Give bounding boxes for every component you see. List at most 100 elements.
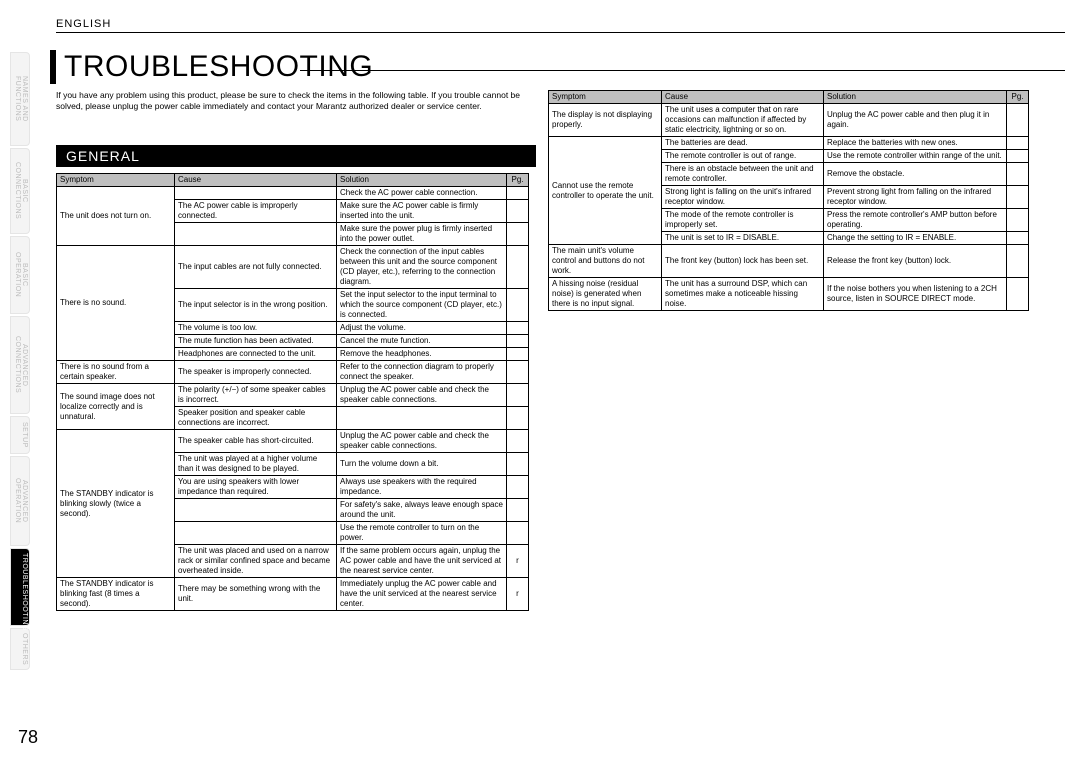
solution-cell: Check the AC power cable connection. <box>337 187 507 200</box>
page-cell <box>1007 209 1029 232</box>
col-header: Pg. <box>507 174 529 187</box>
solution-cell: Unplug the AC power cable and check the … <box>337 384 507 407</box>
page-cell <box>1007 186 1029 209</box>
solution-cell: Adjust the volume. <box>337 322 507 335</box>
page-number: 78 <box>18 727 38 748</box>
solution-cell: Unplug the AC power cable and then plug … <box>824 104 1007 137</box>
nav-tab[interactable]: OTHERS <box>10 628 30 670</box>
cause-cell: The mute function has been activated. <box>175 335 337 348</box>
table-row: Cannot use the remote controller to oper… <box>549 137 1029 150</box>
solution-cell: Check the connection of the input cables… <box>337 246 507 289</box>
page-cell <box>507 522 529 545</box>
solution-cell: Cancel the mute function. <box>337 335 507 348</box>
nav-tab[interactable]: BASIC CONNECTIONS <box>10 148 30 234</box>
solution-cell: Unplug the AC power cable and check the … <box>337 430 507 453</box>
cause-cell <box>175 522 337 545</box>
symptom-cell: The STANDBY indicator is blinking slowly… <box>57 430 175 578</box>
cause-cell: The speaker is improperly connected. <box>175 361 337 384</box>
solution-cell: Set the input selector to the input term… <box>337 289 507 322</box>
page-cell <box>507 322 529 335</box>
symptom-cell: The display is not displaying properly. <box>549 104 662 137</box>
troubleshooting-table-right: SymptomCauseSolutionPg.The display is no… <box>548 90 1029 311</box>
nav-tab[interactable]: SETUP <box>10 416 30 454</box>
page-cell <box>1007 245 1029 278</box>
nav-tab[interactable]: BASIC OPERATION <box>10 236 30 314</box>
header-rule <box>56 32 1065 33</box>
cause-cell: The input cables are not fully connected… <box>175 246 337 289</box>
solution-cell: Change the setting to IR = ENABLE. <box>824 232 1007 245</box>
cause-cell: The AC power cable is improperly connect… <box>175 200 337 223</box>
page-cell <box>507 430 529 453</box>
cause-cell: The front key (button) lock has been set… <box>662 245 824 278</box>
col-header: Symptom <box>549 91 662 104</box>
page-title: TROUBLESHOOTING <box>50 50 373 84</box>
nav-tab[interactable]: NAMES AND FUNCTIONS <box>10 52 30 146</box>
page-cell <box>507 187 529 200</box>
symptom-cell: The main unit's volume control and butto… <box>549 245 662 278</box>
solution-cell: Remove the headphones. <box>337 348 507 361</box>
table-row: The STANDBY indicator is blinking fast (… <box>57 578 529 611</box>
table-row: A hissing noise (residual noise) is gene… <box>549 278 1029 311</box>
table-row: The unit does not turn on.Check the AC p… <box>57 187 529 200</box>
page-cell <box>507 384 529 407</box>
cause-cell: Speaker position and speaker cable conne… <box>175 407 337 430</box>
cause-cell: The unit has a surround DSP, which can s… <box>662 278 824 311</box>
title-rule <box>300 70 1065 71</box>
page-cell <box>507 223 529 246</box>
page-cell <box>1007 232 1029 245</box>
solution-cell: Make sure the power plug is ﬁrmly insert… <box>337 223 507 246</box>
page-cell <box>1007 137 1029 150</box>
symptom-cell: There is no sound. <box>57 246 175 361</box>
page-cell <box>1007 163 1029 186</box>
cause-cell: The polarity (+/−) of some speaker cable… <box>175 384 337 407</box>
page-cell <box>507 361 529 384</box>
table-row: The main unit's volume control and butto… <box>549 245 1029 278</box>
nav-sidebar: NAMES AND FUNCTIONSBASIC CONNECTIONSBASI… <box>0 0 45 763</box>
page-cell <box>507 499 529 522</box>
page-cell <box>507 246 529 289</box>
solution-cell: Press the remote controller's AMP button… <box>824 209 1007 232</box>
col-header: Symptom <box>57 174 175 187</box>
page-cell <box>507 407 529 430</box>
cause-cell: The volume is too low. <box>175 322 337 335</box>
symptom-cell: The sound image does not localize correc… <box>57 384 175 430</box>
solution-cell: Always use speakers with the required im… <box>337 476 507 499</box>
cause-cell: Headphones are connected to the unit. <box>175 348 337 361</box>
symptom-cell: The STANDBY indicator is blinking fast (… <box>57 578 175 611</box>
solution-cell: Turn the volume down a bit. <box>337 453 507 476</box>
troubleshooting-table-left: SymptomCauseSolutionPg.The unit does not… <box>56 173 529 611</box>
solution-cell: Prevent strong light from falling on the… <box>824 186 1007 209</box>
solution-cell: If the noise bothers you when listening … <box>824 278 1007 311</box>
page-cell <box>507 335 529 348</box>
symptom-cell: Cannot use the remote controller to oper… <box>549 137 662 245</box>
cause-cell: The unit was played at a higher volume t… <box>175 453 337 476</box>
cause-cell: The speaker cable has short-circuited. <box>175 430 337 453</box>
solution-cell: If the same problem occurs again, unplug… <box>337 545 507 578</box>
page-cell <box>507 200 529 223</box>
section-heading: GENERAL <box>56 145 536 167</box>
page-cell: r <box>507 578 529 611</box>
language-label: ENGLISH <box>56 18 111 30</box>
page-cell <box>1007 104 1029 137</box>
page-cell <box>507 476 529 499</box>
col-header: Pg. <box>1007 91 1029 104</box>
nav-tab[interactable]: TROUBLESHOOTING <box>10 548 30 626</box>
solution-cell: Remove the obstacle. <box>824 163 1007 186</box>
solution-cell: For safety's sake, always leave enough s… <box>337 499 507 522</box>
cause-cell: The batteries are dead. <box>662 137 824 150</box>
cause-cell <box>175 223 337 246</box>
solution-cell: Use the remote controller within range o… <box>824 150 1007 163</box>
table-row: The sound image does not localize correc… <box>57 384 529 407</box>
page-cell <box>1007 278 1029 311</box>
nav-tab[interactable]: ADVANCED CONNECTIONS <box>10 316 30 414</box>
table-row: The STANDBY indicator is blinking slowly… <box>57 430 529 453</box>
nav-tab[interactable]: ADVANCED OPERATION <box>10 456 30 546</box>
table-row: The display is not displaying properly.T… <box>549 104 1029 137</box>
col-header: Solution <box>824 91 1007 104</box>
solution-cell: Replace the batteries with new ones. <box>824 137 1007 150</box>
cause-cell <box>175 499 337 522</box>
page-cell <box>507 289 529 322</box>
page-cell <box>507 348 529 361</box>
col-header: Cause <box>662 91 824 104</box>
solution-cell: Make sure the AC power cable is ﬁrmly in… <box>337 200 507 223</box>
